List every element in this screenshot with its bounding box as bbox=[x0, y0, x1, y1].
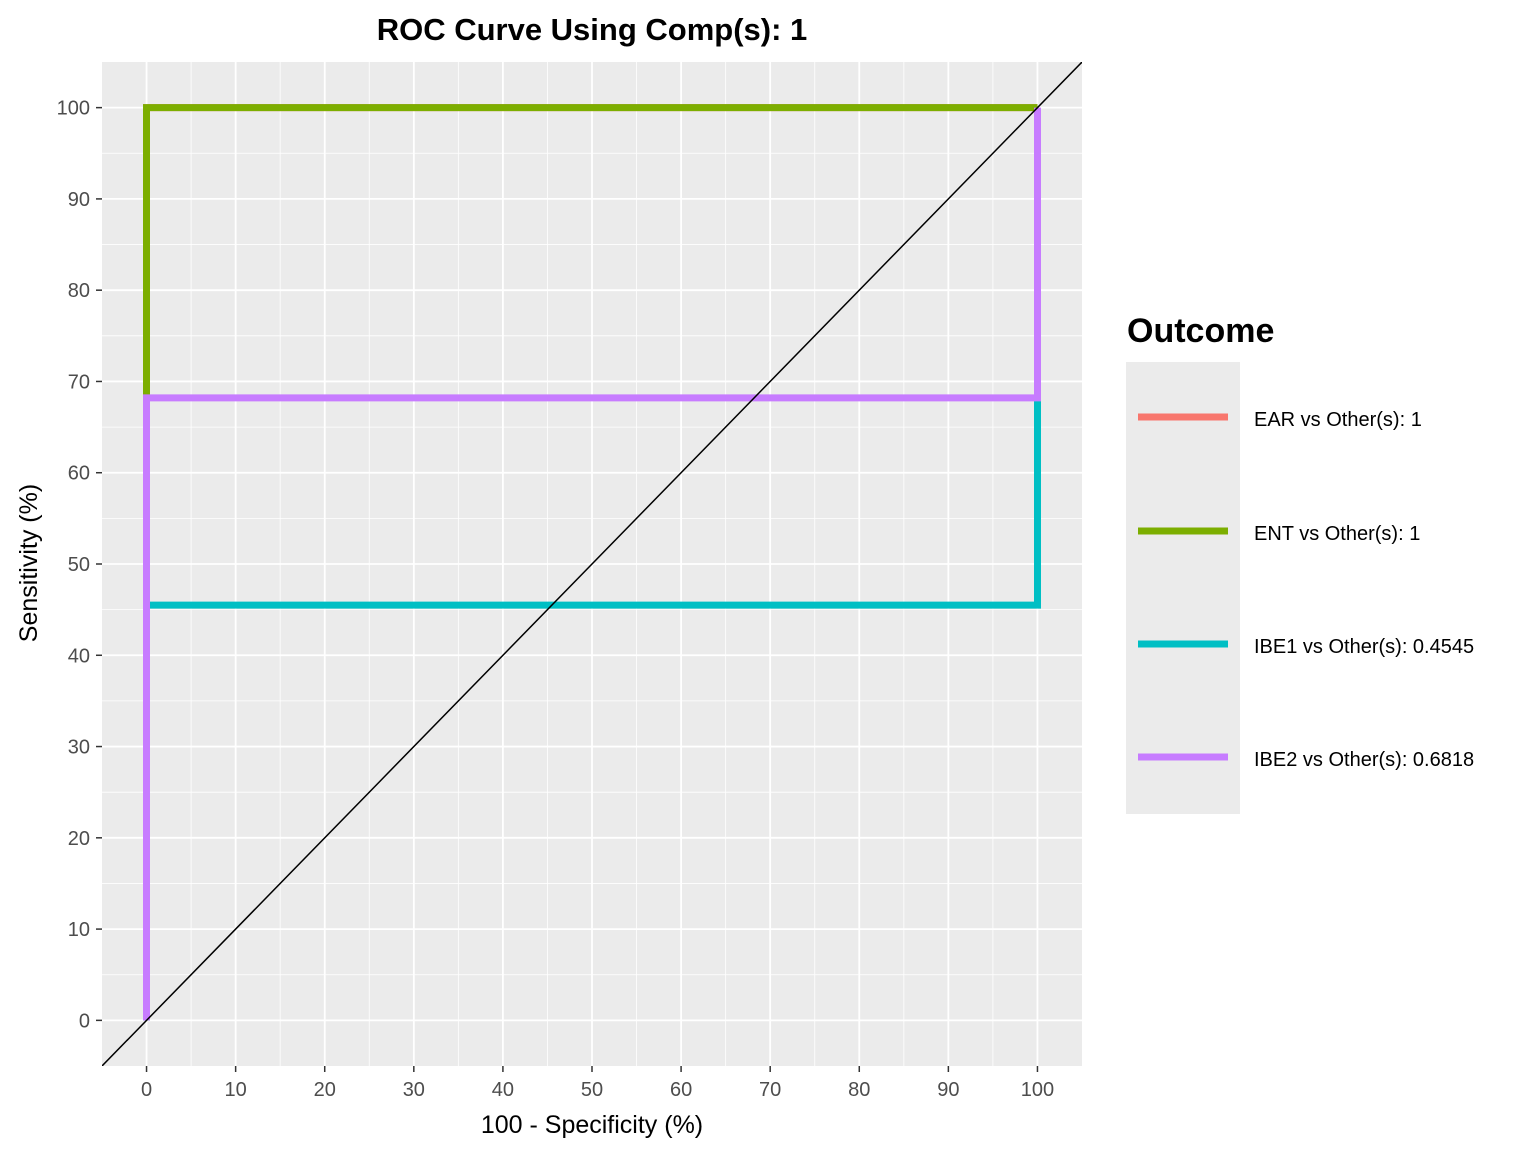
y-tick-label: 30 bbox=[68, 737, 90, 759]
y-tick-label: 10 bbox=[68, 919, 90, 941]
y-tick-label: 0 bbox=[79, 1010, 90, 1032]
y-tick-label: 100 bbox=[57, 98, 90, 120]
legend: EAR vs Other(s): 1 ENT vs Other(s): 1 IBE1… bbox=[1126, 362, 1474, 814]
y-tick-label: 60 bbox=[68, 463, 90, 485]
x-tick-label: 100 bbox=[1021, 1079, 1054, 1101]
y-tick-label: 80 bbox=[68, 280, 90, 302]
x-tick-label: 10 bbox=[225, 1079, 247, 1101]
y-tick-label: 20 bbox=[68, 828, 90, 850]
x-tick-label: 60 bbox=[670, 1079, 692, 1101]
y-tick-label: 90 bbox=[68, 189, 90, 211]
legend-label: ENT vs Other(s): 1 bbox=[1254, 523, 1420, 545]
y-axis-title: Sensitivity (%) bbox=[15, 484, 43, 642]
x-tick-label: 70 bbox=[759, 1079, 781, 1101]
legend-label: IBE2 vs Other(s): 0.6818 bbox=[1254, 749, 1474, 771]
legend-label: EAR vs Other(s): 1 bbox=[1254, 409, 1422, 431]
y-tick-label: 40 bbox=[68, 645, 90, 667]
x-tick-label: 20 bbox=[314, 1079, 336, 1101]
legend-title: Outcome bbox=[1127, 312, 1274, 350]
y-tick-label: 70 bbox=[68, 371, 90, 393]
x-tick-label: 0 bbox=[141, 1079, 152, 1101]
legend-key-background bbox=[1126, 362, 1240, 814]
legend-label: IBE1 vs Other(s): 0.4545 bbox=[1254, 636, 1474, 658]
x-axis-title: 100 - Specificity (%) bbox=[481, 1111, 703, 1139]
chart-title: ROC Curve Using Comp(s): 1 bbox=[377, 12, 808, 47]
x-tick-label: 50 bbox=[581, 1079, 603, 1101]
series-line bbox=[143, 107, 1041, 1021]
x-tick-label: 30 bbox=[403, 1079, 425, 1101]
series-line bbox=[143, 104, 1038, 398]
x-tick-label: 90 bbox=[937, 1079, 959, 1101]
y-tick-label: 50 bbox=[68, 554, 90, 576]
x-tick-label: 80 bbox=[848, 1079, 870, 1101]
x-tick-label: 40 bbox=[492, 1079, 514, 1101]
data-layer bbox=[102, 62, 1082, 1066]
plot-area: 0 10 20 30 40 50 60 70 80 90 100 0 10 20 30 40 50 60 70 80 9… bbox=[57, 62, 1082, 1101]
reference-diagonal-line bbox=[102, 62, 1082, 1066]
